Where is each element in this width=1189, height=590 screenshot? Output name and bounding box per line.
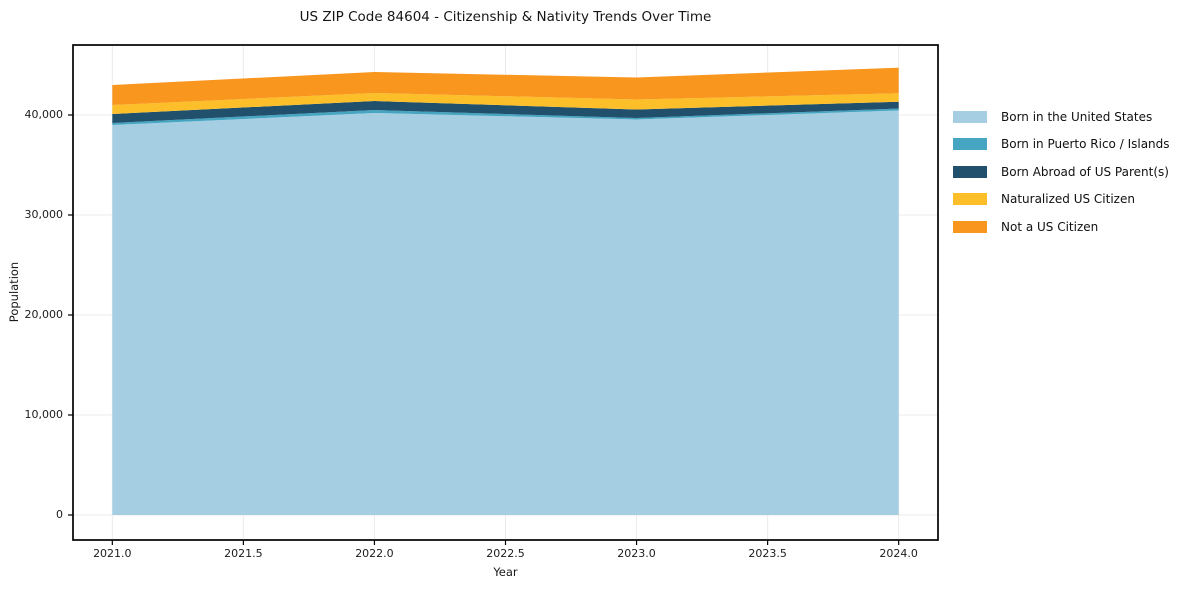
area-naturalized-us-citizen <box>112 93 899 114</box>
x-tick-label: 2022.0 <box>355 547 394 560</box>
legend-swatch <box>953 193 987 206</box>
x-tick-label: 2021.0 <box>93 547 132 560</box>
x-tick-label: 2023.5 <box>748 547 787 560</box>
area-born-in-puerto-rico-islands <box>112 108 899 125</box>
legend: Born in the United States Born in Puerto … <box>953 103 1170 241</box>
y-tick-label: 20,000 <box>24 308 64 321</box>
x-tick-label: 2022.5 <box>486 547 525 560</box>
legend-swatch <box>953 138 987 151</box>
x-tick-label: 2024.0 <box>879 547 918 560</box>
legend-label: Naturalized US Citizen <box>1001 192 1135 207</box>
legend-item-naturalized-us-citizen: Naturalized US Citizen <box>953 186 1170 214</box>
area-not-a-us-citizen <box>112 67 899 105</box>
y-tick-label: 10,000 <box>24 408 64 421</box>
area-born-in-the-united-states <box>112 110 899 515</box>
legend-item-born-in-puerto-rico-islands: Born in Puerto Rico / Islands <box>953 131 1170 159</box>
legend-item-born-in-the-united-states: Born in the United States <box>953 103 1170 131</box>
y-tick-label: 30,000 <box>24 208 64 221</box>
legend-swatch <box>953 165 987 178</box>
chart-title: US ZIP Code 84604 - Citizenship & Nativi… <box>299 9 712 25</box>
y-tick-label: 40,000 <box>24 108 64 121</box>
x-axis-label: Year <box>493 565 518 579</box>
legend-label: Born in the United States <box>1001 109 1153 124</box>
legend-label: Not a US Citizen <box>1001 219 1099 234</box>
legend-swatch <box>953 110 987 123</box>
legend-swatch <box>953 220 987 233</box>
legend-item-born-abroad-of-us-parent-s: Born Abroad of US Parent(s) <box>953 158 1170 186</box>
x-tick-label: 2023.0 <box>617 547 656 560</box>
x-tick-label: 2021.5 <box>224 547 263 560</box>
legend-label: Born Abroad of US Parent(s) <box>1001 164 1169 179</box>
area-born-abroad-of-us-parent-s <box>112 101 899 123</box>
legend-item-not-a-us-citizen: Not a US Citizen <box>953 213 1170 241</box>
legend-label: Born in Puerto Rico / Islands <box>1001 137 1170 152</box>
y-tick-label: 0 <box>56 508 63 521</box>
